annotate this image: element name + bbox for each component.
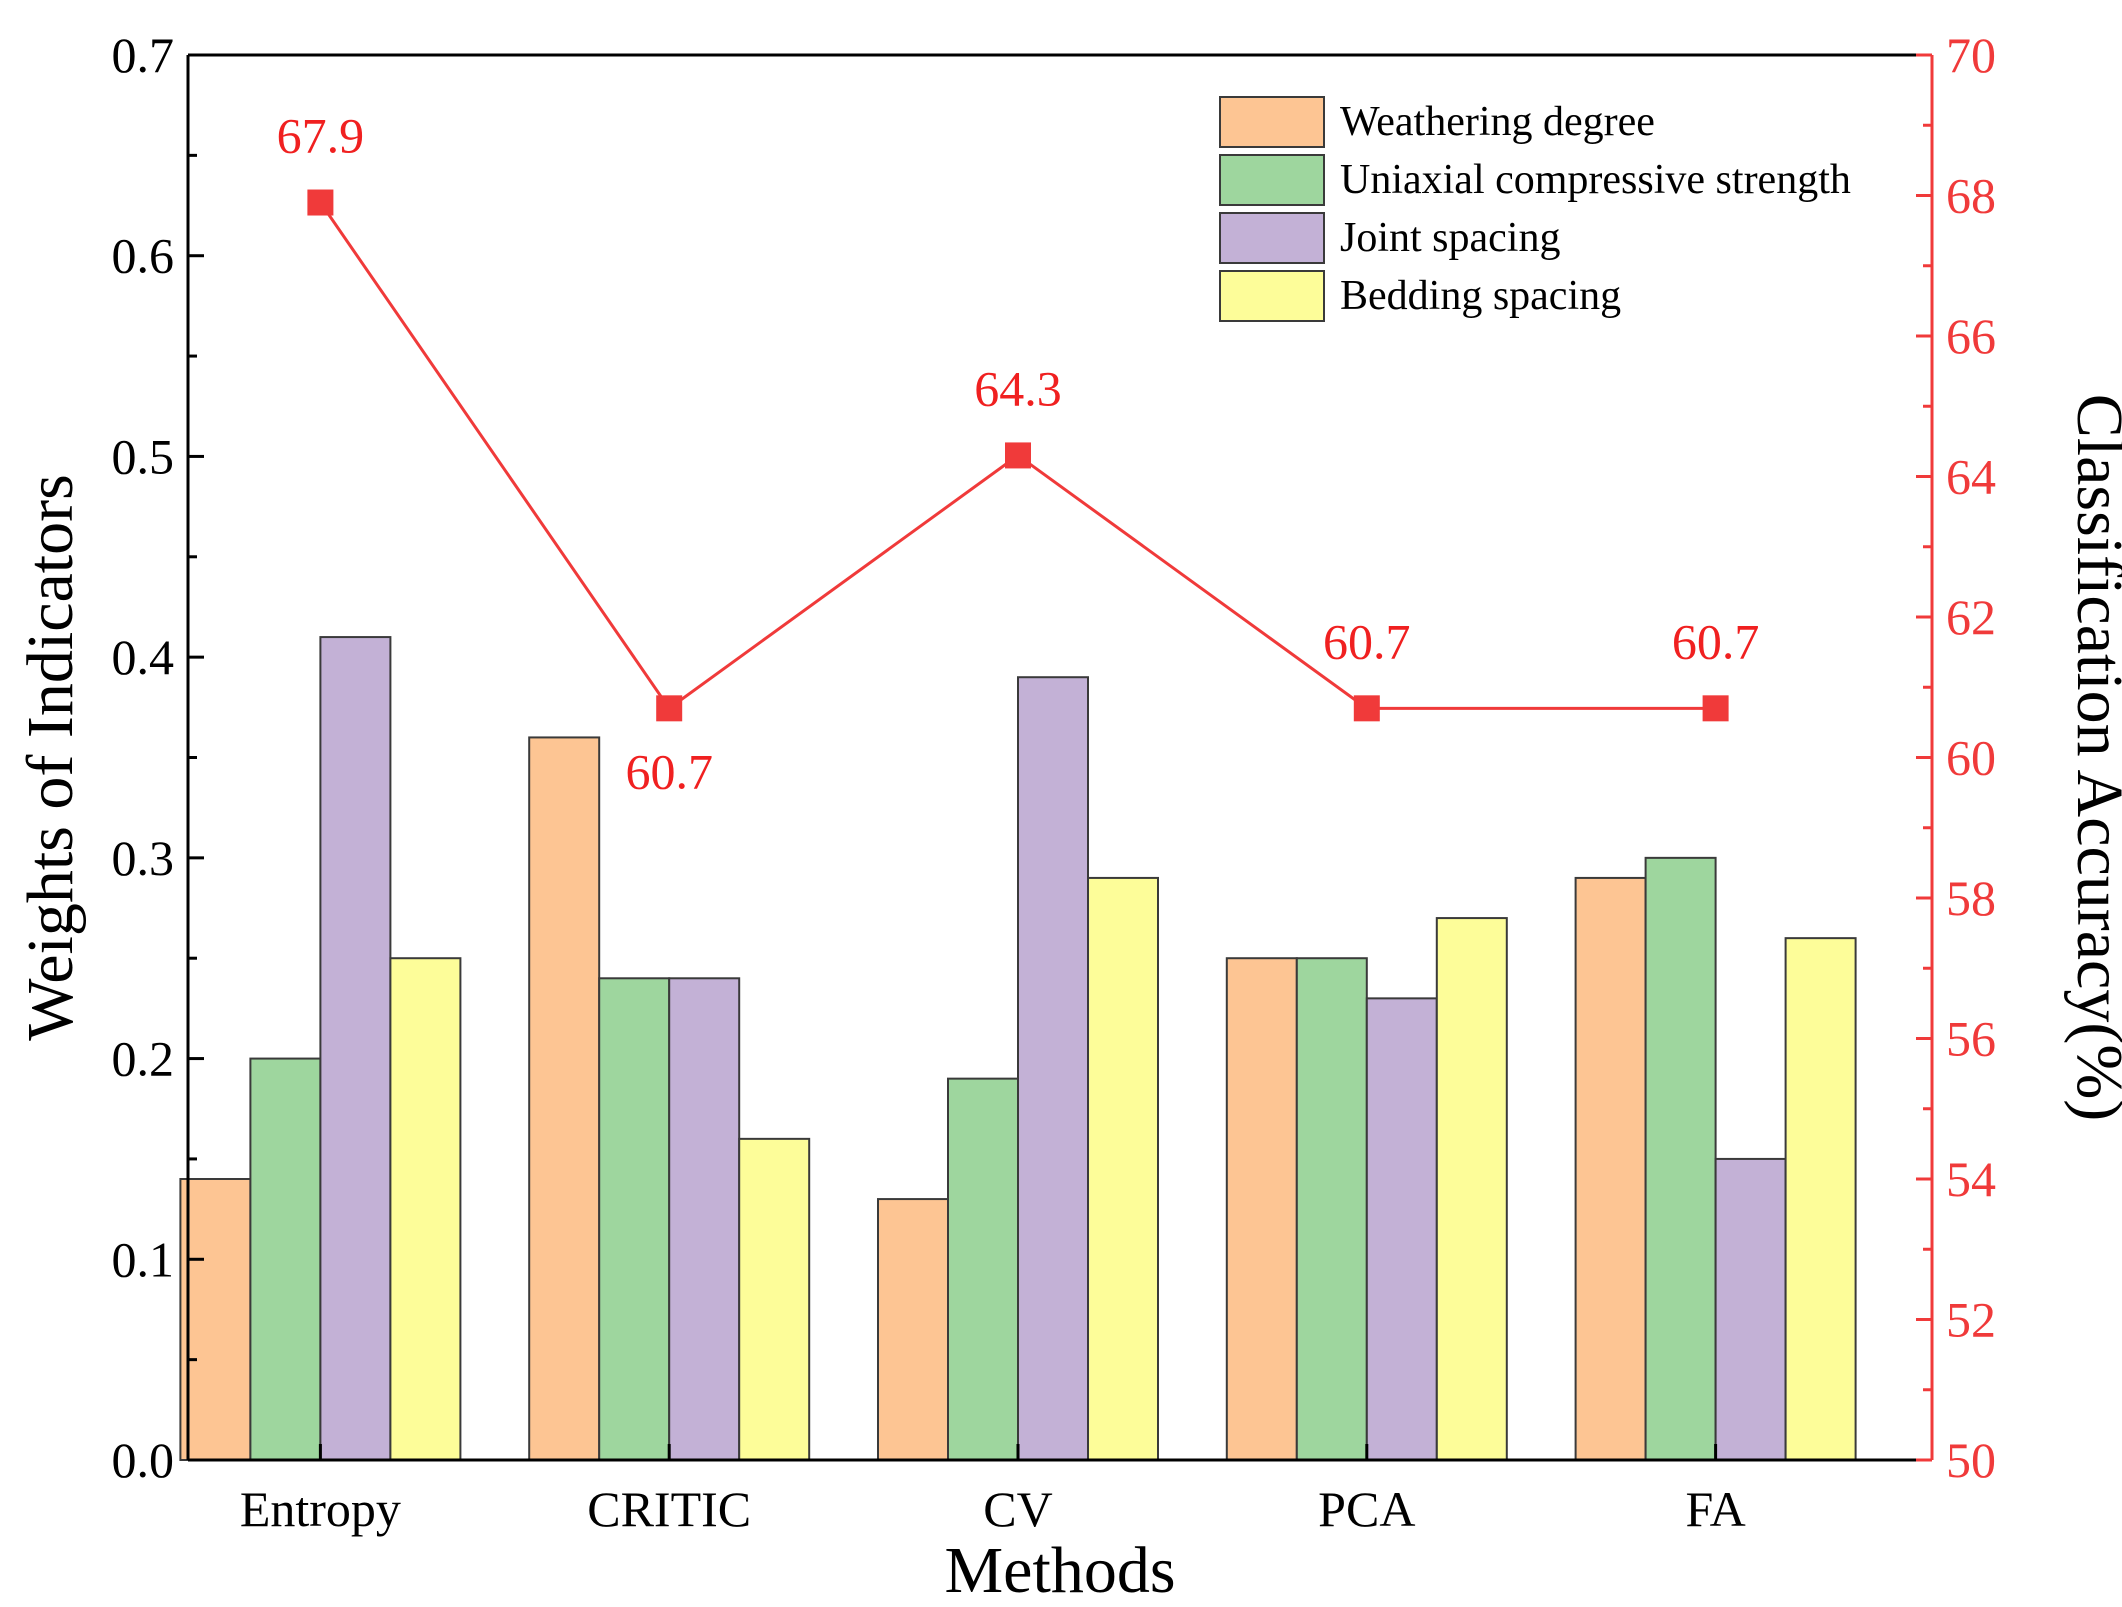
y2-tick-label: 60 bbox=[1946, 730, 1996, 786]
y-tick-label: 0.0 bbox=[112, 1432, 175, 1488]
bar-fa-series-4 bbox=[1784, 937, 1857, 1461]
y-tick-label: 0.4 bbox=[112, 629, 175, 685]
bar-fa-series-1 bbox=[1574, 876, 1647, 1461]
bar-pca-series-3 bbox=[1365, 997, 1438, 1461]
bar-entropy-series-3 bbox=[319, 636, 392, 1461]
accuracy-marker-fa bbox=[1702, 695, 1729, 722]
y2-tick-label: 56 bbox=[1946, 1011, 1996, 1067]
legend-swatch-1 bbox=[1219, 96, 1325, 148]
bar-cv-series-1 bbox=[877, 1198, 949, 1461]
y2-tick-label: 68 bbox=[1946, 168, 1996, 224]
legend-label-1: Weathering degree bbox=[1340, 99, 1655, 145]
accuracy-marker-critic bbox=[656, 695, 683, 722]
legend: Weathering degree Uniaxial compressive st… bbox=[1219, 96, 1851, 322]
y2-tick-label: 50 bbox=[1946, 1432, 1996, 1488]
y-axis-title: Weights of Indicators bbox=[14, 474, 87, 1041]
bar-cv-series-4 bbox=[1087, 876, 1159, 1461]
bar-pca-series-4 bbox=[1435, 917, 1508, 1461]
bar-fa-series-3 bbox=[1714, 1157, 1787, 1462]
y2-tick-label: 64 bbox=[1946, 449, 1996, 505]
y-tick-label: 0.7 bbox=[112, 27, 175, 83]
y2-tick-label: 58 bbox=[1946, 870, 1996, 926]
bar-critic-series-2 bbox=[598, 977, 671, 1461]
bar-entropy-series-4 bbox=[389, 957, 462, 1461]
y2-tick-label: 70 bbox=[1946, 27, 1996, 83]
accuracy-marker-pca bbox=[1353, 695, 1380, 722]
accuracy-marker-entropy bbox=[307, 189, 334, 216]
bar-entropy-series-1 bbox=[179, 1178, 252, 1461]
accuracy-label-cv: 64.3 bbox=[974, 360, 1062, 416]
bar-critic-series-3 bbox=[668, 977, 741, 1461]
legend-swatch-4 bbox=[1219, 270, 1325, 322]
y-tick-label: 0.6 bbox=[112, 228, 175, 284]
bar-entropy-series-2 bbox=[249, 1057, 322, 1461]
accuracy-label-pca: 60.7 bbox=[1323, 613, 1411, 669]
accuracy-label-fa: 60.7 bbox=[1672, 613, 1760, 669]
legend-label-3: Joint spacing bbox=[1340, 215, 1560, 261]
x-tick-label-cv: CV bbox=[983, 1481, 1052, 1537]
y2-axis-title: Classification Accuracy(%) bbox=[2063, 394, 2122, 1122]
bar-pca-series-1 bbox=[1225, 957, 1298, 1461]
y-tick-label: 0.3 bbox=[112, 830, 175, 886]
bar-cv-series-2 bbox=[947, 1077, 1019, 1461]
x-axis-title: Methods bbox=[945, 1534, 1176, 1607]
y-tick-label: 0.1 bbox=[112, 1231, 175, 1287]
x-tick-label-critic: CRITIC bbox=[587, 1481, 751, 1537]
line-layer: 67.9 60.7 64.3 60.7 60.7 bbox=[277, 108, 1760, 800]
x-tick-label-fa: FA bbox=[1685, 1481, 1745, 1537]
y2-tick-label: 52 bbox=[1946, 1292, 1996, 1348]
bar-fa-series-2 bbox=[1644, 856, 1717, 1461]
legend-swatch-2 bbox=[1219, 154, 1325, 206]
legend-label-4: Bedding spacing bbox=[1340, 273, 1621, 319]
y-tick-label: 0.5 bbox=[112, 428, 175, 484]
bar-critic-series-1 bbox=[528, 736, 601, 1461]
bar-critic-series-4 bbox=[738, 1137, 811, 1462]
accuracy-label-critic: 60.7 bbox=[625, 743, 713, 799]
x-tick-label-pca: PCA bbox=[1318, 1481, 1415, 1537]
bar-cv-series-3 bbox=[1017, 676, 1089, 1461]
accuracy-marker-cv bbox=[1005, 442, 1031, 469]
legend-label-2: Uniaxial compressive strength bbox=[1340, 157, 1851, 203]
bars-layer bbox=[179, 636, 1857, 1462]
y2-tick-label: 66 bbox=[1946, 308, 1996, 364]
legend-swatch-3 bbox=[1219, 212, 1325, 264]
axes-layer: 0.0 0.1 0.2 0.3 0.4 0.5 0.6 0.7 50 52 54 56 58 60 62 64… bbox=[14, 27, 2122, 1607]
y2-tick-label: 62 bbox=[1946, 589, 1996, 645]
y2-tick-label: 54 bbox=[1946, 1151, 1996, 1207]
x-tick-label-entropy: Entropy bbox=[240, 1481, 401, 1537]
bar-pca-series-2 bbox=[1295, 957, 1368, 1461]
y-tick-label: 0.2 bbox=[112, 1031, 175, 1087]
accuracy-label-entropy: 67.9 bbox=[277, 108, 365, 164]
